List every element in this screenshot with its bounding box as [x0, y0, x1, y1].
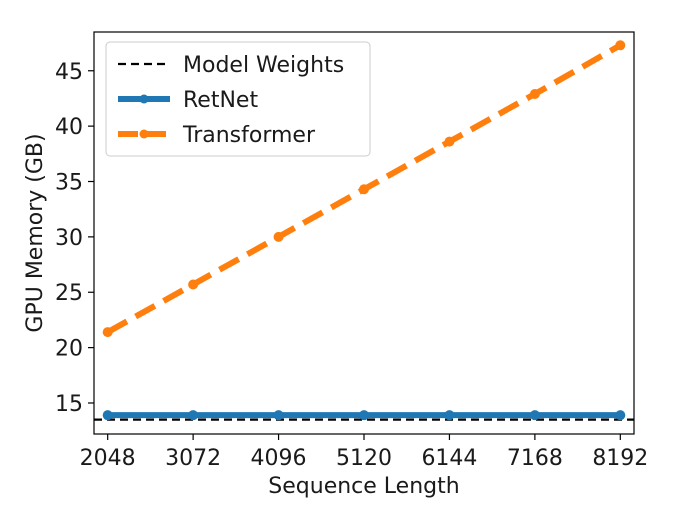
x-tick-label: 6144	[421, 446, 477, 471]
x-axis: 2048 3072 4096 5120 6144 7168 8192	[80, 434, 648, 471]
legend-model-weights-label: Model Weights	[183, 53, 344, 78]
y-tick-label: 15	[55, 392, 83, 417]
x-tick-label: 5120	[336, 446, 392, 471]
legend: Model Weights RetNet Transformer	[105, 41, 371, 157]
legend-transformer-label: Transformer	[182, 123, 316, 148]
data-point-retnet	[359, 410, 369, 421]
data-point-retnet	[188, 410, 199, 421]
data-point-retnet	[615, 410, 626, 421]
x-tick-label: 3072	[165, 446, 221, 471]
x-tick-label: 4096	[251, 446, 307, 471]
data-point-transformer	[188, 279, 199, 290]
legend-transformer-dot	[139, 129, 149, 139]
data-point-transformer	[444, 136, 455, 147]
data-point-transformer	[273, 231, 284, 242]
data-point-transformer	[102, 327, 113, 338]
y-tick-label: 40	[55, 115, 83, 140]
y-axis-label: GPU Memory (GB)	[23, 133, 48, 332]
x-tick-label: 7168	[507, 446, 563, 471]
data-point-retnet	[102, 410, 113, 421]
data-point-transformer	[359, 184, 369, 195]
data-point-transformer	[529, 89, 540, 100]
y-tick-label: 30	[55, 226, 83, 251]
x-tick-label: 8192	[592, 446, 648, 471]
legend-box	[105, 41, 371, 157]
data-point-transformer	[615, 40, 626, 51]
y-axis: 15 20 25 30 35 40 45	[55, 60, 94, 417]
data-point-retnet	[529, 410, 540, 421]
y-tick-label: 20	[55, 337, 83, 362]
legend-retnet-dot	[139, 94, 149, 104]
data-point-retnet	[444, 410, 455, 421]
plot-layer	[94, 40, 634, 421]
x-tick-label: 2048	[80, 446, 136, 471]
y-tick-label: 35	[55, 171, 83, 196]
legend-retnet-label: RetNet	[183, 88, 258, 113]
y-tick-label: 45	[55, 60, 83, 85]
x-axis-label: Sequence Length	[268, 474, 459, 499]
data-point-retnet	[273, 410, 284, 421]
y-tick-label: 25	[55, 281, 83, 306]
